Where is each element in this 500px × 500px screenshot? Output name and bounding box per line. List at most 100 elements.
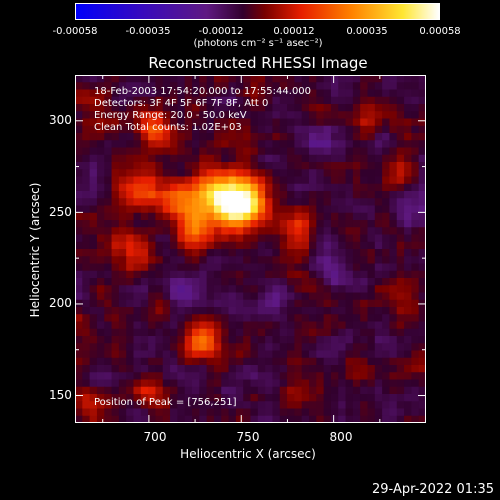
heatmap-pixel (126, 147, 135, 156)
heatmap-pixel (389, 162, 398, 170)
heatmap-pixel (404, 96, 412, 105)
heatmap-pixel (396, 256, 405, 265)
heatmap-pixel (184, 241, 193, 250)
heatmap-pixel (301, 133, 310, 141)
heatmap-pixel (338, 386, 347, 395)
heatmap-pixel (243, 89, 252, 98)
heatmap-pixel (294, 394, 303, 402)
heatmap-pixel (206, 249, 215, 257)
heatmap-pixel (374, 343, 383, 352)
heatmap-pixel (338, 118, 347, 127)
heatmap-pixel (287, 154, 295, 163)
heatmap-pixel (257, 111, 266, 120)
heatmap-pixel (148, 227, 157, 236)
heatmap-pixel (177, 162, 186, 170)
heatmap-pixel (418, 176, 426, 185)
heatmap-pixel (316, 220, 325, 228)
heatmap-pixel (389, 169, 398, 178)
heatmap-pixel (133, 365, 142, 373)
heatmap-pixel (82, 408, 91, 417)
heatmap-pixel (221, 314, 230, 323)
heatmap-pixel (389, 379, 398, 388)
heatmap-pixel (213, 357, 222, 366)
heatmap-pixel (301, 220, 310, 228)
heatmap-pixel (155, 241, 164, 250)
heatmap-pixel (89, 162, 98, 170)
heatmap-pixel (279, 212, 288, 221)
heatmap-pixel (89, 415, 98, 423)
heatmap-pixel (389, 270, 398, 279)
heatmap-pixel (330, 212, 339, 221)
heatmap-pixel (192, 154, 200, 163)
heatmap-pixel (133, 125, 142, 134)
heatmap-pixel (257, 234, 266, 243)
heatmap-pixel (316, 198, 325, 207)
heatmap-pixel (104, 176, 113, 185)
heatmap-pixel (360, 169, 369, 178)
heatmap-pixel (309, 278, 317, 286)
heatmap-pixel (206, 154, 215, 163)
heatmap-pixel (396, 401, 405, 410)
heatmap-pixel (75, 205, 83, 214)
heatmap-pixel (133, 140, 142, 149)
heatmap-pixel (250, 278, 259, 286)
heatmap-pixel (338, 379, 347, 388)
heatmap-pixel (126, 249, 135, 257)
heatmap-pixel (228, 169, 237, 178)
heatmap-pixel (367, 176, 376, 185)
axis-ticks (75, 75, 426, 423)
heatmap-pixel (170, 343, 178, 352)
heatmap-pixel (294, 336, 303, 344)
heatmap-pixel (75, 292, 83, 301)
heatmap-pixel (133, 336, 142, 344)
heatmap-pixel (184, 96, 193, 105)
heatmap-pixel (287, 118, 295, 127)
heatmap-pixel (374, 328, 383, 337)
heatmap-pixel (140, 372, 149, 381)
heatmap-pixel (316, 162, 325, 170)
heatmap-pixel (301, 227, 310, 236)
heatmap-pixel (96, 386, 105, 395)
heatmap-pixel (75, 89, 83, 98)
heatmap-pixel (96, 133, 105, 141)
heatmap-pixel (352, 82, 361, 91)
heatmap-pixel (316, 343, 325, 352)
heatmap-pixel (133, 285, 142, 294)
heatmap-pixel (367, 278, 376, 286)
heatmap-pixel (118, 336, 127, 344)
heatmap-pixel (374, 140, 383, 149)
heatmap-pixel (367, 241, 376, 250)
heatmap-pixel (396, 415, 405, 423)
heatmap-pixel (396, 394, 405, 402)
heatmap-pixel (287, 379, 295, 388)
heatmap-pixel (140, 191, 149, 199)
heatmap-pixel (192, 220, 200, 228)
heatmap-pixel (279, 321, 288, 330)
heatmap-pixel (272, 379, 281, 388)
heatmap-pixel (133, 234, 142, 243)
heatmap-pixel (148, 183, 157, 192)
heatmap-pixel (272, 183, 281, 192)
heatmap-pixel (265, 234, 274, 243)
heatmap-pixel (301, 263, 310, 272)
heatmap-pixel (316, 386, 325, 395)
heatmap-pixel (111, 125, 120, 134)
heatmap-pixel (287, 198, 295, 207)
heatmap-pixel (287, 270, 295, 279)
heatmap-pixel (155, 314, 164, 323)
heatmap-pixel (111, 372, 120, 381)
heatmap-pixel (111, 183, 120, 192)
heatmap-pixel (367, 212, 376, 221)
heatmap-pixel (257, 292, 266, 301)
heatmap-pixel (177, 357, 186, 366)
heatmap-pixel (184, 162, 193, 170)
heatmap-pixel (75, 212, 83, 221)
heatmap-pixel (301, 270, 310, 279)
heatmap-pixel (213, 241, 222, 250)
heatmap-pixel (243, 147, 252, 156)
heatmap-pixel (250, 372, 259, 381)
heatmap-pixel (133, 176, 142, 185)
heatmap-pixel (89, 75, 98, 83)
heatmap-pixel (118, 118, 127, 127)
heatmap-pixel (75, 147, 83, 156)
